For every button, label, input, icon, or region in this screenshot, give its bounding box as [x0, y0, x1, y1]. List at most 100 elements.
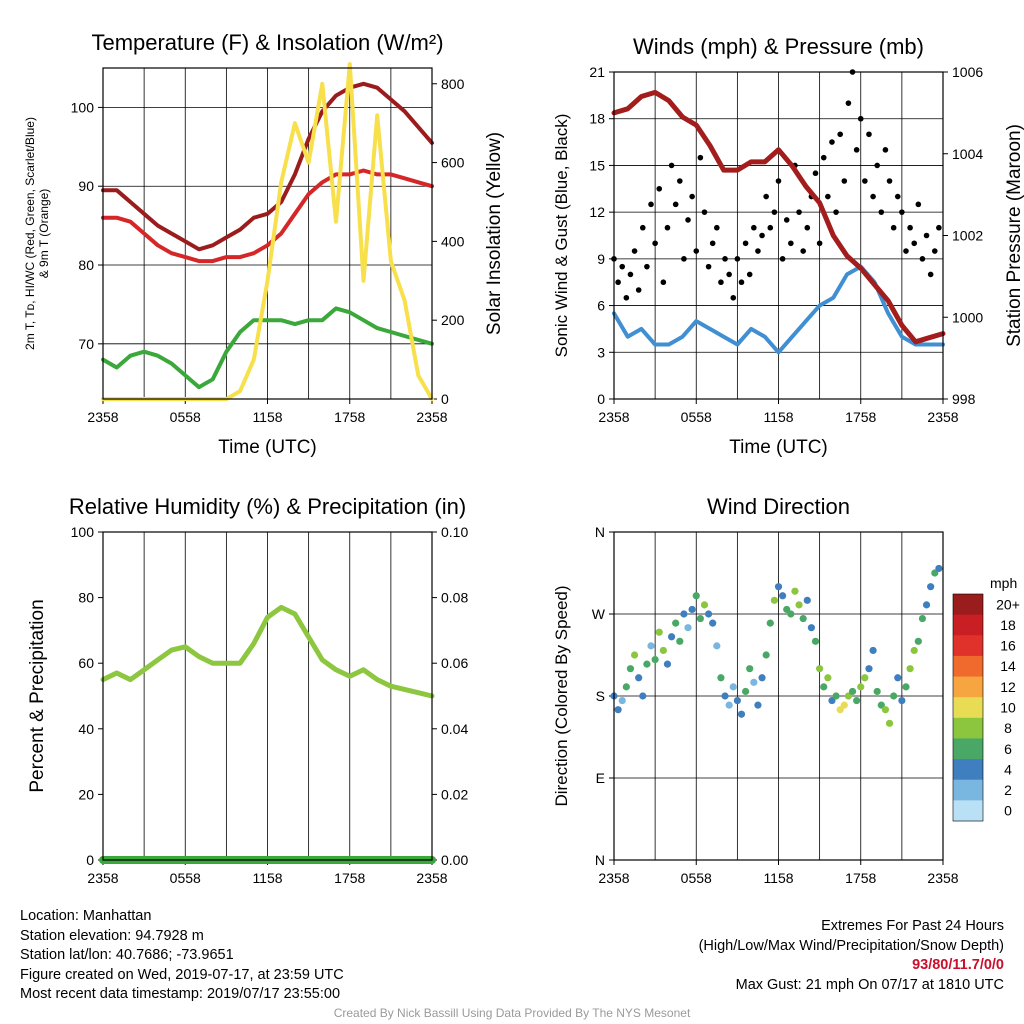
direction-point	[647, 642, 655, 650]
colorbar-label: 6	[1004, 741, 1012, 757]
series-line	[101, 168, 434, 264]
y-tick-label: 15	[589, 157, 605, 173]
x-tick-label: 2358	[598, 409, 629, 425]
y-tick-label-right: 0.00	[441, 852, 468, 868]
y-tick-label-right: 998	[952, 391, 976, 407]
panel-humidity: Relative Humidity (%) & Precipitation (i…	[27, 494, 468, 886]
direction-point	[721, 692, 729, 700]
gust-point	[685, 217, 691, 223]
series-line	[612, 264, 945, 355]
direction-point	[630, 651, 639, 659]
direction-point	[894, 674, 902, 682]
gust-point	[796, 209, 802, 215]
y-tick-label: W	[592, 606, 606, 622]
colorbar-swatch	[953, 759, 983, 781]
y-tick-label-right: 0	[441, 391, 449, 407]
direction-point	[824, 674, 832, 682]
gust-point	[775, 178, 782, 184]
direction-point	[704, 610, 713, 618]
y-tick-label-right: 0.08	[441, 590, 468, 606]
direction-point	[881, 706, 890, 714]
direction-point	[803, 596, 811, 604]
colorbar-swatch	[953, 676, 983, 698]
direction-point	[795, 601, 803, 609]
colorbar-swatch	[953, 738, 983, 760]
x-tick-label: 1158	[763, 870, 793, 886]
colorbar-title: mph	[990, 575, 1017, 591]
panel-title: Temperature (F) & Insolation (W/m²)	[91, 30, 443, 55]
direction-point	[840, 701, 848, 709]
gust-point	[755, 248, 761, 254]
gust-point	[722, 256, 728, 262]
gust-point	[771, 209, 778, 215]
x-tick-label: 2358	[927, 409, 958, 425]
gust-point	[639, 224, 646, 231]
direction-point	[890, 692, 898, 700]
gust-point	[862, 178, 868, 184]
direction-point	[898, 696, 906, 705]
gust-point	[825, 193, 831, 200]
direction-point	[635, 674, 643, 682]
y-axis-label: Direction (Colored By Speed)	[552, 585, 571, 806]
gust-point	[693, 248, 700, 254]
y-axis-label-right: Station Pressure (Maroon)	[1004, 124, 1024, 347]
gust-point	[689, 193, 695, 200]
gust-point	[800, 248, 806, 254]
direction-point	[746, 665, 754, 673]
gust-point	[837, 131, 843, 138]
gust-point	[931, 248, 938, 254]
x-axis-label: Time (UTC)	[729, 437, 828, 458]
y-tick-label-right: 200	[441, 312, 465, 328]
x-tick-label: 2358	[416, 870, 447, 886]
y-tick-label: 3	[597, 344, 605, 360]
series-line	[101, 81, 434, 252]
y-axis-label: Sonic Wind & Gust (Blue, Black)	[552, 114, 571, 358]
direction-point	[918, 614, 927, 623]
y-tick-label: 6	[597, 298, 605, 314]
gust-point	[656, 185, 663, 192]
station-latlon: Station lat/lon: 40.7686; -73.9651	[20, 947, 234, 963]
x-tick-label: 1758	[334, 409, 365, 425]
gust-point	[911, 240, 918, 247]
x-axis-label: Time (UTC)	[218, 437, 317, 458]
direction-point	[861, 674, 869, 682]
direction-point	[787, 610, 795, 618]
gust-point	[738, 279, 745, 286]
direction-point	[692, 592, 700, 600]
gust-point	[936, 224, 942, 231]
direction-point	[914, 637, 922, 645]
gust-point	[829, 139, 835, 145]
gust-point	[660, 279, 667, 286]
gust-point	[726, 271, 732, 278]
gust-point	[915, 201, 922, 208]
gust-point	[751, 224, 757, 231]
direction-point	[643, 660, 651, 668]
x-tick-label: 2358	[416, 409, 447, 425]
direction-point	[614, 706, 622, 714]
direction-point	[713, 642, 721, 650]
direction-point	[799, 614, 807, 623]
gust-point	[672, 201, 679, 208]
direction-point	[709, 619, 717, 627]
direction-point	[935, 564, 943, 573]
gust-point	[783, 217, 790, 223]
direction-point	[906, 665, 914, 673]
colorbar-swatch	[953, 655, 983, 678]
gust-point	[899, 209, 905, 215]
direction-point	[651, 655, 659, 664]
colorbar-label: 10	[1000, 700, 1016, 716]
y-tick-label: 60	[78, 655, 94, 671]
y-tick-label: E	[596, 770, 605, 786]
y-axis-label-right: Solar Insolation (Yellow)	[484, 132, 505, 335]
direction-point	[902, 683, 910, 691]
y-tick-label-right: 1000	[952, 309, 983, 325]
extremes-block: Extremes For Past 24 Hours (High/Low/Max…	[699, 917, 1004, 995]
direction-point	[758, 674, 766, 682]
direction-point	[676, 637, 684, 645]
gust-point	[619, 263, 626, 270]
gust-point	[668, 162, 675, 169]
gust-point	[635, 287, 642, 293]
gust-point	[631, 248, 638, 254]
direction-point	[742, 687, 750, 696]
y-tick-label: N	[595, 852, 605, 868]
